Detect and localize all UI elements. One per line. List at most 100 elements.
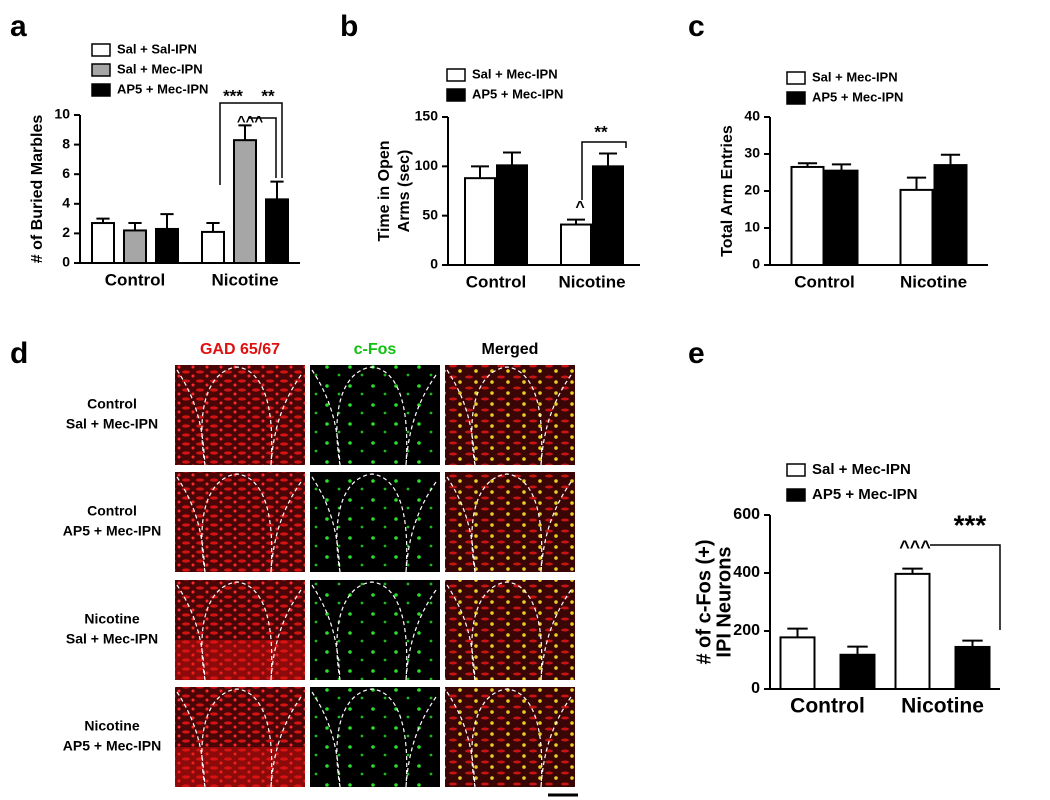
row-label: Control <box>87 503 137 519</box>
micrograph <box>175 365 305 465</box>
region-outline <box>311 581 437 681</box>
y-tick-label: 30 <box>744 145 760 161</box>
micrograph <box>310 472 440 572</box>
legend-label: AP5 + Mec-IPN <box>472 86 563 101</box>
micrograph <box>310 687 440 787</box>
significance-bracket <box>581 141 627 200</box>
annotation: ** <box>594 122 608 141</box>
x-tick-label: Control <box>105 270 165 289</box>
y-tick-label: 600 <box>733 506 760 523</box>
row-label: AP5 + Mec-IPN <box>63 738 161 754</box>
error-bar <box>797 162 818 167</box>
panel-label: c <box>688 10 705 43</box>
region-outline <box>311 473 437 573</box>
bar <box>899 188 934 266</box>
error-bar <box>567 218 585 225</box>
bar <box>91 222 115 264</box>
error-bar <box>599 152 617 167</box>
error-bar <box>831 163 852 171</box>
x-tick-label: Nicotine <box>900 272 967 291</box>
y-tick-label: 100 <box>415 157 439 173</box>
x-tick-label: Control <box>794 272 854 291</box>
panel-label: e <box>688 337 705 370</box>
error-bar <box>96 217 110 224</box>
y-axis-label: IPI Neurons <box>713 546 735 657</box>
y-tick-label: 4 <box>62 195 70 211</box>
region-outline <box>176 473 302 573</box>
legend-label: Sal + Mec-IPN <box>812 69 898 84</box>
y-tick-label: 400 <box>733 564 760 581</box>
bar <box>894 572 931 690</box>
bar <box>824 169 859 266</box>
y-tick-label: 8 <box>62 135 70 151</box>
row-label: Sal + Mec-IPN <box>66 631 158 647</box>
region-outline <box>176 366 302 466</box>
bar <box>592 165 624 266</box>
region-outline <box>446 473 572 573</box>
column-header: c-Fos <box>354 341 397 358</box>
annotation: ^^^ <box>899 537 931 557</box>
y-tick-label: 10 <box>54 106 70 122</box>
legend-label: Sal + Mec-IPN <box>472 66 558 81</box>
legend-swatch <box>446 88 466 102</box>
region-outline <box>446 688 572 788</box>
y-tick-label: 10 <box>744 219 760 235</box>
annotation: ** <box>261 86 275 105</box>
y-axis-label: # of c-Fos (+) <box>693 539 715 664</box>
legend-swatch <box>786 91 806 105</box>
bar <box>496 164 528 266</box>
bar <box>155 227 179 265</box>
y-tick-label: 50 <box>422 206 438 222</box>
micrograph <box>175 580 305 680</box>
error-bar <box>962 639 983 647</box>
row-label: AP5 + Mec-IPN <box>63 523 161 539</box>
legend-swatch <box>91 63 111 77</box>
bar <box>123 229 147 265</box>
bar <box>201 230 225 264</box>
micrograph-glow <box>175 640 305 680</box>
x-tick-label: Nicotine <box>558 272 625 291</box>
bar <box>233 139 257 264</box>
y-tick-label: 0 <box>62 254 70 270</box>
legend-swatch <box>91 43 111 57</box>
legend-swatch <box>786 71 806 85</box>
y-axis-label: Time in Open <box>376 140 393 241</box>
x-tick-label: Nicotine <box>211 270 278 289</box>
legend-label: Sal + Mec-IPN <box>117 61 203 76</box>
error-bar <box>906 176 927 190</box>
y-tick-label: 40 <box>744 108 760 124</box>
y-tick-label: 2 <box>62 224 70 240</box>
micrograph <box>445 580 575 680</box>
error-bar <box>940 153 961 166</box>
legend-label: AP5 + Mec-IPN <box>117 81 208 96</box>
micrograph <box>175 687 305 787</box>
region-outline <box>446 366 572 466</box>
error-bar <box>787 627 808 638</box>
y-tick-label: 0 <box>752 256 760 272</box>
y-tick-label: 150 <box>415 108 439 124</box>
y-axis-label: Arms (sec) <box>396 150 413 233</box>
region-outline <box>311 688 437 788</box>
annotation: ^ <box>575 199 584 216</box>
micrograph <box>175 472 305 572</box>
bar <box>779 636 816 691</box>
annotation: *** <box>954 509 987 540</box>
bar <box>839 653 876 691</box>
micrograph <box>310 580 440 680</box>
error-bar <box>128 222 142 231</box>
significance-bracket <box>930 544 1001 630</box>
row-label: Nicotine <box>84 718 139 734</box>
y-tick-label: 0 <box>430 256 438 272</box>
micrograph <box>445 472 575 572</box>
y-axis-label: Total Arm Entries <box>719 125 736 257</box>
error-bar <box>902 567 923 574</box>
error-bar <box>238 124 252 141</box>
error-bar <box>503 151 521 166</box>
y-axis-label: # of Buried Marbles <box>29 115 46 264</box>
column-header: GAD 65/67 <box>200 341 280 358</box>
legend-swatch <box>786 463 806 477</box>
x-tick-label: Control <box>466 272 526 291</box>
micrograph-glow <box>175 747 305 787</box>
legend-label: AP5 + Mec-IPN <box>812 486 917 503</box>
